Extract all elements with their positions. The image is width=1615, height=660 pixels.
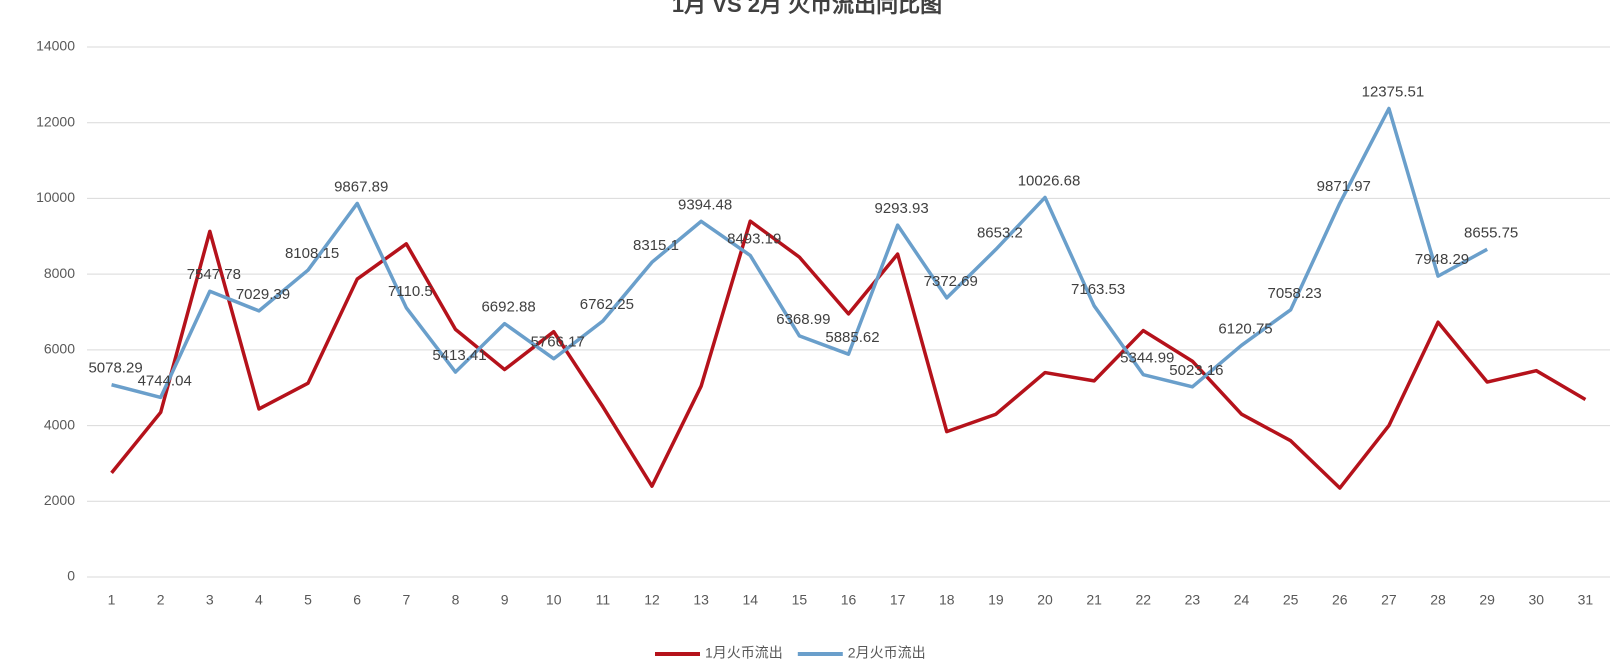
data-label: 5766.17 — [531, 334, 585, 351]
x-tick-label: 7 — [402, 592, 410, 608]
data-label: 7163.53 — [1071, 281, 1125, 298]
data-label: 5344.99 — [1120, 350, 1174, 367]
x-tick-label: 28 — [1430, 592, 1446, 608]
x-tick-label: 2 — [157, 592, 165, 608]
x-tick-label: 17 — [890, 592, 906, 608]
line-series — [111, 106, 1489, 400]
x-tick-label: 27 — [1381, 592, 1397, 608]
data-label: 9867.89 — [334, 178, 388, 195]
x-tick-label: 20 — [1037, 592, 1053, 608]
data-label: 6368.99 — [776, 311, 830, 328]
data-label: 6762.25 — [580, 296, 634, 313]
data-label: 4744.04 — [138, 372, 192, 389]
data-label: 7058.23 — [1268, 285, 1322, 302]
x-tick-label: 14 — [742, 592, 758, 608]
data-label: 5413.41 — [432, 347, 486, 364]
x-tick-label: 19 — [988, 592, 1004, 608]
x-tick-label: 22 — [1135, 592, 1151, 608]
x-tick-label: 18 — [939, 592, 955, 608]
data-label: 9394.48 — [678, 196, 732, 213]
x-tick-label: 11 — [596, 592, 611, 608]
data-label: 5078.29 — [88, 360, 142, 377]
y-tick-label: 14000 — [36, 38, 75, 54]
data-label: 7372.69 — [924, 273, 978, 290]
legend-label: 1月火币流出 — [705, 645, 783, 660]
legend-label: 2月火币流出 — [848, 645, 926, 660]
data-label: 8653.2 — [977, 224, 1023, 241]
data-label: 8108.15 — [285, 245, 339, 262]
data-label: 7948.29 — [1415, 251, 1469, 268]
y-tick-label: 12000 — [36, 113, 75, 129]
x-tick-label: 5 — [304, 592, 312, 608]
y-tick-label: 6000 — [44, 341, 75, 357]
data-label: 6692.88 — [481, 299, 535, 316]
data-label: 8315.1 — [633, 237, 679, 254]
x-tick-label: 23 — [1185, 592, 1201, 608]
x-tick-label: 9 — [501, 592, 509, 608]
y-tick-label: 10000 — [36, 189, 75, 205]
x-tick-label: 29 — [1479, 592, 1495, 608]
data-label: 12375.51 — [1362, 83, 1425, 100]
y-tick-label: 4000 — [44, 416, 75, 432]
data-label: 6120.75 — [1218, 320, 1272, 337]
x-tick-label: 12 — [644, 592, 660, 608]
x-tick-label: 31 — [1578, 592, 1594, 608]
x-tick-label: 3 — [206, 592, 214, 608]
data-label: 5023.16 — [1169, 362, 1223, 379]
x-tick-label: 30 — [1529, 592, 1545, 608]
y-tick-label: 8000 — [44, 265, 75, 281]
x-tick-label: 24 — [1234, 592, 1250, 608]
x-tick-label: 21 — [1086, 592, 1102, 608]
x-tick-label: 13 — [693, 592, 709, 608]
y-tick-label: 2000 — [44, 492, 75, 508]
x-tick-label: 16 — [841, 592, 857, 608]
data-label: 7547.78 — [187, 266, 241, 283]
x-tick-label: 6 — [353, 592, 361, 608]
x-tick-label: 8 — [452, 592, 460, 608]
line-series — [110, 219, 1587, 490]
chart-title: 1月 VS 2月 火币流出同比图 — [672, 0, 942, 17]
data-label: 10026.68 — [1018, 172, 1081, 189]
data-label: 8655.75 — [1464, 224, 1518, 241]
data-label: 7110.5 — [388, 283, 433, 300]
data-label: 5885.62 — [825, 329, 879, 346]
data-label: 9293.93 — [875, 200, 929, 217]
x-tick-label: 4 — [255, 592, 263, 608]
x-tick-label: 25 — [1283, 592, 1299, 608]
x-tick-label: 10 — [546, 592, 562, 608]
data-label: 9871.97 — [1317, 178, 1371, 195]
data-label: 8493.19 — [727, 230, 781, 247]
x-tick-label: 1 — [108, 592, 116, 608]
x-tick-label: 15 — [792, 592, 808, 608]
y-tick-label: 0 — [67, 568, 75, 584]
x-tick-label: 26 — [1332, 592, 1348, 608]
data-label: 7029.39 — [236, 286, 290, 303]
